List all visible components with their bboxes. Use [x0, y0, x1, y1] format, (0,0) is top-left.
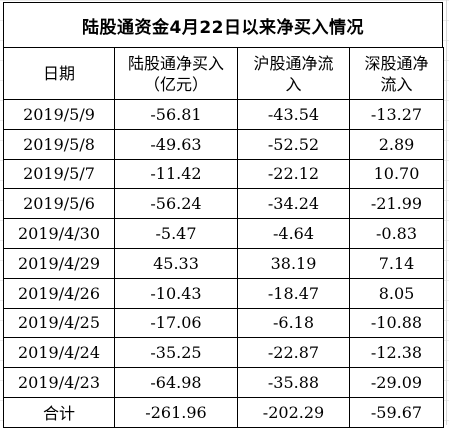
column-header-shenzhen: 深股通净 流入	[349, 47, 444, 100]
table-row: 2019/5/6 -56.24 -34.24 -21.99	[3, 188, 444, 220]
cell-date: 2019/4/23	[3, 367, 115, 398]
column-header-shanghai-line2: 入	[285, 74, 302, 94]
cell-date: 2019/4/29	[3, 247, 115, 279]
cell-total: -35.25	[114, 337, 238, 369]
cell-shanghai: 38.19	[237, 247, 350, 279]
table-row: 2019/4/29 45.33 38.19 7.14	[3, 247, 444, 279]
cell-shanghai: -4.64	[237, 218, 350, 249]
header-row: 日期 陆股通净买入 （亿元） 沪股通净流 入 深股通净 流入	[3, 47, 444, 100]
column-header-total: 陆股通净买入 （亿元）	[114, 47, 238, 100]
cell-shenzhen: 2.89	[349, 128, 444, 160]
cell-date: 2019/5/7	[3, 158, 115, 190]
cell-shenzhen: -29.09	[349, 367, 444, 398]
column-header-shenzhen-line2: 流入	[380, 74, 413, 94]
column-header-shanghai: 沪股通净流 入	[237, 47, 350, 100]
cell-shanghai: -22.87	[237, 337, 350, 369]
cell-shanghai: -35.88	[237, 367, 350, 398]
cell-shenzhen: -10.88	[349, 307, 444, 339]
cell-total: -5.47	[114, 218, 238, 249]
table-row: 2019/4/30 -5.47 -4.64 -0.83	[3, 218, 444, 249]
cell-shanghai: -18.47	[237, 277, 350, 309]
cell-shanghai: -52.52	[237, 128, 350, 160]
column-header-total-line1: 陆股通净买入	[127, 53, 224, 73]
cell-date: 2019/5/9	[3, 99, 115, 130]
cell-summary-total: -261.96	[114, 396, 238, 428]
cell-date: 2019/5/8	[3, 128, 115, 160]
column-header-shanghai-line1: 沪股通净流	[253, 53, 334, 73]
cell-total: -56.81	[114, 99, 238, 130]
cell-total: -49.63	[114, 128, 238, 160]
table-row: 2019/4/24 -35.25 -22.87 -12.38	[3, 337, 444, 369]
spreadsheet-column-line	[446, 0, 447, 425]
net-buy-table-container: 陆股通资金4月22日以来净买入情况 日期 陆股通净买入 （亿元） 沪股通净流 入…	[3, 2, 444, 428]
table-row: 2019/4/26 -10.43 -18.47 8.05	[3, 277, 444, 309]
cell-date: 2019/4/26	[3, 277, 115, 309]
cell-summary-shanghai: -202.29	[237, 396, 350, 428]
cell-shanghai: -34.24	[237, 188, 350, 220]
cell-shanghai: -43.54	[237, 99, 350, 130]
cell-shenzhen: -0.83	[349, 218, 444, 249]
table-row: 2019/5/9 -56.81 -43.54 -13.27	[3, 99, 444, 130]
cell-shenzhen: -21.99	[349, 188, 444, 220]
column-header-total-line2: （亿元）	[143, 74, 208, 94]
cell-total: -10.43	[114, 277, 238, 309]
cell-date: 2019/4/25	[3, 307, 115, 339]
cell-shenzhen: 8.05	[349, 277, 444, 309]
column-header-date-label: 日期	[42, 64, 75, 83]
cell-total: -17.06	[114, 307, 238, 339]
table-row: 2019/5/7 -11.42 -22.12 10.70	[3, 158, 444, 190]
table-row: 2019/4/23 -64.98 -35.88 -29.09	[3, 367, 444, 398]
cell-shenzhen: 10.70	[349, 158, 444, 190]
cell-total: -11.42	[114, 158, 238, 190]
cell-summary-label: 合计	[3, 396, 115, 428]
cell-shenzhen: -12.38	[349, 337, 444, 369]
column-header-shenzhen-line1: 深股通净	[364, 53, 429, 73]
summary-row: 合计 -261.96 -202.29 -59.67	[3, 396, 444, 428]
table-title: 陆股通资金4月22日以来净买入情况	[3, 2, 443, 47]
net-buy-table: 日期 陆股通净买入 （亿元） 沪股通净流 入 深股通净 流入 2019/5/9	[3, 47, 444, 428]
cell-total: 45.33	[114, 247, 238, 279]
table-row: 2019/5/8 -49.63 -52.52 2.89	[3, 128, 444, 160]
cell-shenzhen: 7.14	[349, 247, 444, 279]
cell-total: -64.98	[114, 367, 238, 398]
cell-shenzhen: -13.27	[349, 99, 444, 130]
cell-summary-shenzhen: -59.67	[349, 396, 444, 428]
cell-shanghai: -22.12	[237, 158, 350, 190]
table-row: 2019/4/25 -17.06 -6.18 -10.88	[3, 307, 444, 339]
cell-total: -56.24	[114, 188, 238, 220]
cell-shanghai: -6.18	[237, 307, 350, 339]
cell-date: 2019/4/24	[3, 337, 115, 369]
column-header-date: 日期	[3, 47, 115, 100]
cell-date: 2019/5/6	[3, 188, 115, 220]
cell-date: 2019/4/30	[3, 218, 115, 249]
